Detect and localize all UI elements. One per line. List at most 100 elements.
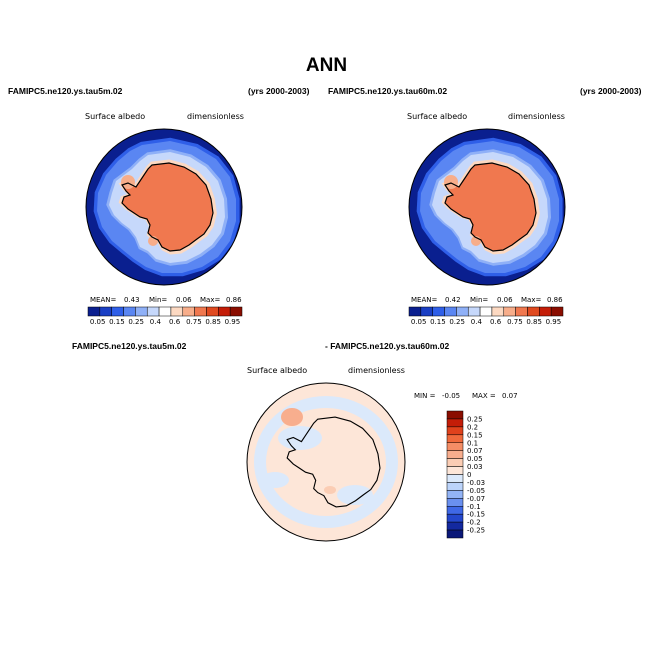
diff-colorbar-box	[446, 442, 464, 451]
diff-colorbar-box	[446, 506, 464, 515]
right-colorbar-label: 0.75	[507, 318, 523, 326]
right-colorbar-box	[420, 306, 433, 317]
right-colorbar-box	[491, 306, 505, 317]
right-colorbar-box	[503, 306, 516, 317]
diff-colorbar-box	[446, 450, 464, 459]
diff-colorbar-label: -0.2	[467, 519, 481, 527]
right-colorbar-box	[539, 306, 552, 317]
left-max-value: 0.86	[226, 296, 242, 304]
diff-colorbar-label: 0.2	[467, 423, 478, 431]
diff-colorbar-box	[446, 529, 464, 539]
right-colorbar-label: 0.25	[449, 318, 465, 326]
right-colorbar-label: 0.05	[411, 318, 427, 326]
diff-colorbar-label: 0	[467, 471, 471, 479]
diff-colorbar-label: 0.07	[467, 447, 483, 455]
diff-colorbar-box	[446, 482, 464, 491]
left-colorbar-label: 0.15	[109, 318, 125, 326]
right-colorbar-box	[444, 306, 457, 317]
diff-colorbar-box	[446, 466, 464, 475]
left-years: (yrs 2000-2003)	[248, 86, 310, 96]
left-colorbar-box	[229, 306, 243, 317]
diff-max-label: MAX =	[472, 392, 496, 400]
left-colorbar-label: 0.6	[169, 318, 181, 326]
diff-colorbar-label: 0.25	[467, 415, 483, 423]
right-colorbar: 0.05 0.15 0.25 0.4 0.6 0.75 0.85 0.95	[408, 306, 564, 326]
left-mean-label: MEAN=	[90, 296, 117, 304]
diff-colorbar-label: -0.25	[467, 527, 485, 535]
left-mean-value: 0.43	[124, 296, 140, 304]
right-colorbar-label: 0.85	[526, 318, 542, 326]
left-max-label: Max=	[200, 296, 221, 304]
right-colorbar-box	[515, 306, 528, 317]
left-colorbar-box	[111, 306, 124, 317]
right-colorbar-box	[527, 306, 540, 317]
diff-colorbar-label: 0.15	[467, 431, 483, 439]
right-colorbar-label: 0.15	[430, 318, 446, 326]
diff-variable-label: Surface albedo	[247, 366, 308, 375]
diff-colorbar-label: 0.05	[467, 455, 483, 463]
left-colorbar-box	[146, 306, 160, 317]
diff-min-value: -0.05	[442, 392, 461, 400]
diff-colorbar-box	[446, 458, 464, 467]
right-mean-label: MEAN=	[411, 296, 438, 304]
right-colorbar-box	[408, 306, 422, 317]
left-min-value: 0.06	[176, 296, 192, 304]
diff-min-label: MIN =	[414, 392, 436, 400]
left-min-label: Min=	[149, 296, 168, 304]
right-min-value: 0.06	[497, 296, 513, 304]
right-colorbar-box	[479, 306, 493, 317]
left-colorbar-label: 0.25	[128, 318, 144, 326]
left-case-name: FAMIPC5.ne120.ys.tau5m.02	[8, 86, 123, 96]
left-colorbar-label: 0.05	[90, 318, 106, 326]
diff-colorbar-box	[446, 490, 464, 499]
right-colorbar-box	[432, 306, 445, 317]
right-colorbar-label: 0.95	[546, 318, 562, 326]
right-colorbar-box	[550, 306, 564, 317]
right-variable-label: Surface albedo	[407, 112, 468, 121]
right-colorbar-label: 0.6	[490, 318, 502, 326]
left-colorbar-box	[158, 306, 172, 317]
diff-case-b: - FAMIPC5.ne120.ys.tau60m.02	[325, 341, 450, 351]
diff-max-value: 0.07	[502, 392, 518, 400]
diff-colorbar-box	[446, 498, 464, 507]
left-colorbar-box	[194, 306, 207, 317]
left-colorbar-box	[206, 306, 219, 317]
diff-colorbar-box	[446, 426, 464, 436]
diff-colorbar-box	[446, 521, 464, 531]
diff-colorbar-box	[446, 474, 464, 483]
left-colorbar-box	[135, 306, 148, 317]
left-colorbar-box	[87, 306, 101, 317]
diff-colorbar-label: -0.03	[467, 479, 485, 487]
diff-map	[246, 382, 406, 542]
right-colorbar-box	[456, 306, 469, 317]
left-colorbar-label: 0.85	[205, 318, 221, 326]
right-max-value: 0.86	[547, 296, 563, 304]
left-colorbar-box	[123, 306, 136, 317]
right-max-label: Max=	[521, 296, 542, 304]
diff-colorbar: 0.250.20.150.10.070.050.030-0.03-0.05 -0.…	[446, 410, 485, 539]
left-units-label: dimensionless	[187, 112, 244, 121]
diff-case-a: FAMIPC5.ne120.ys.tau5m.02	[72, 341, 187, 351]
right-years: (yrs 2000-2003)	[580, 86, 642, 96]
left-colorbar-box	[170, 306, 184, 317]
right-case-name: FAMIPC5.ne120.ys.tau60m.02	[328, 86, 448, 96]
right-colorbar-box	[467, 306, 481, 317]
diff-units-label: dimensionless	[348, 366, 405, 375]
left-colorbar-label: 0.4	[150, 318, 162, 326]
right-mean-value: 0.42	[445, 296, 461, 304]
diff-colorbar-label: -0.15	[467, 511, 485, 519]
left-colorbar-label: 0.75	[186, 318, 202, 326]
diff-colorbar-label: -0.05	[467, 487, 485, 495]
diff-colorbar-box	[446, 434, 464, 443]
left-colorbar-box	[218, 306, 231, 317]
page-title: ANN	[305, 55, 348, 76]
left-colorbar: 0.05 0.15 0.25 0.4 0.6 0.75 0.85 0.95	[87, 306, 243, 326]
diff-colorbar-box	[446, 418, 464, 428]
diff-colorbar-label: 0.03	[467, 463, 483, 471]
left-colorbar-box	[182, 306, 195, 317]
left-variable-label: Surface albedo	[85, 112, 146, 121]
diff-colorbar-label: -0.1	[467, 503, 481, 511]
diff-colorbar-label: 0.1	[467, 439, 478, 447]
diff-colorbar-box	[446, 410, 464, 420]
right-units-label: dimensionless	[508, 112, 565, 121]
